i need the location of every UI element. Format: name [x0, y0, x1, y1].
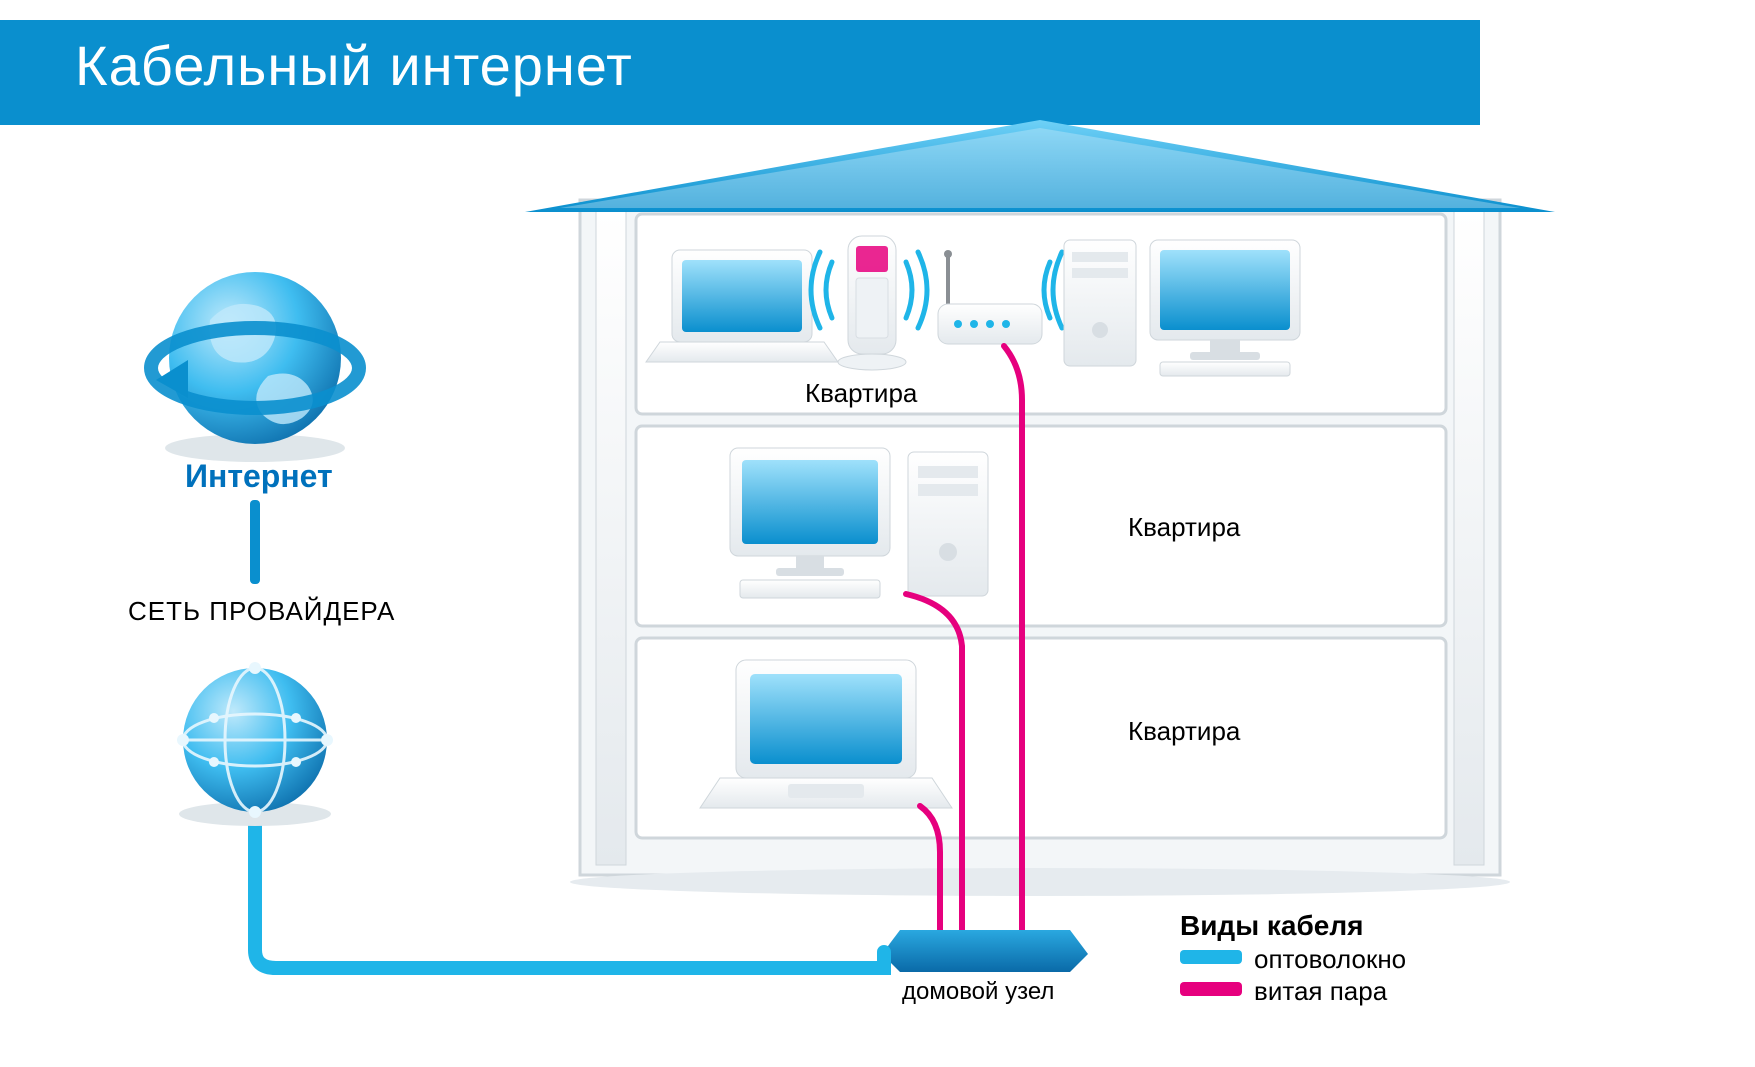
home-node-icon	[882, 930, 1088, 972]
provider-globe-icon	[177, 662, 333, 826]
building	[525, 120, 1555, 896]
pc-tower-icon	[908, 452, 988, 596]
keyboard-icon	[740, 580, 880, 598]
floor-2-label: Квартира	[1128, 512, 1240, 543]
legend-item-fiber: оптоволокно	[1254, 944, 1406, 975]
keyboard-icon	[1160, 362, 1290, 376]
diagram-stage: Кабельный интернет	[0, 0, 1755, 1067]
connector-line	[250, 500, 260, 584]
legend-title: Виды кабеля	[1180, 910, 1363, 942]
laptop-icon	[646, 250, 838, 362]
laptop-icon	[700, 660, 952, 808]
provider-label: СЕТЬ ПРОВАЙДЕРА	[128, 596, 395, 627]
scene-svg	[0, 0, 1755, 1067]
floor-1-label: Квартира	[805, 378, 917, 409]
pc-tower-icon	[1064, 240, 1136, 366]
legend	[1180, 950, 1242, 996]
legend-item-twisted: витая пара	[1254, 976, 1387, 1007]
internet-label: Интернет	[185, 458, 333, 495]
floor3-devices	[700, 660, 952, 808]
home-node-label: домовой узел	[902, 978, 1054, 1006]
floor-3-label: Квартира	[1128, 716, 1240, 747]
internet-globe-icon	[151, 272, 359, 462]
